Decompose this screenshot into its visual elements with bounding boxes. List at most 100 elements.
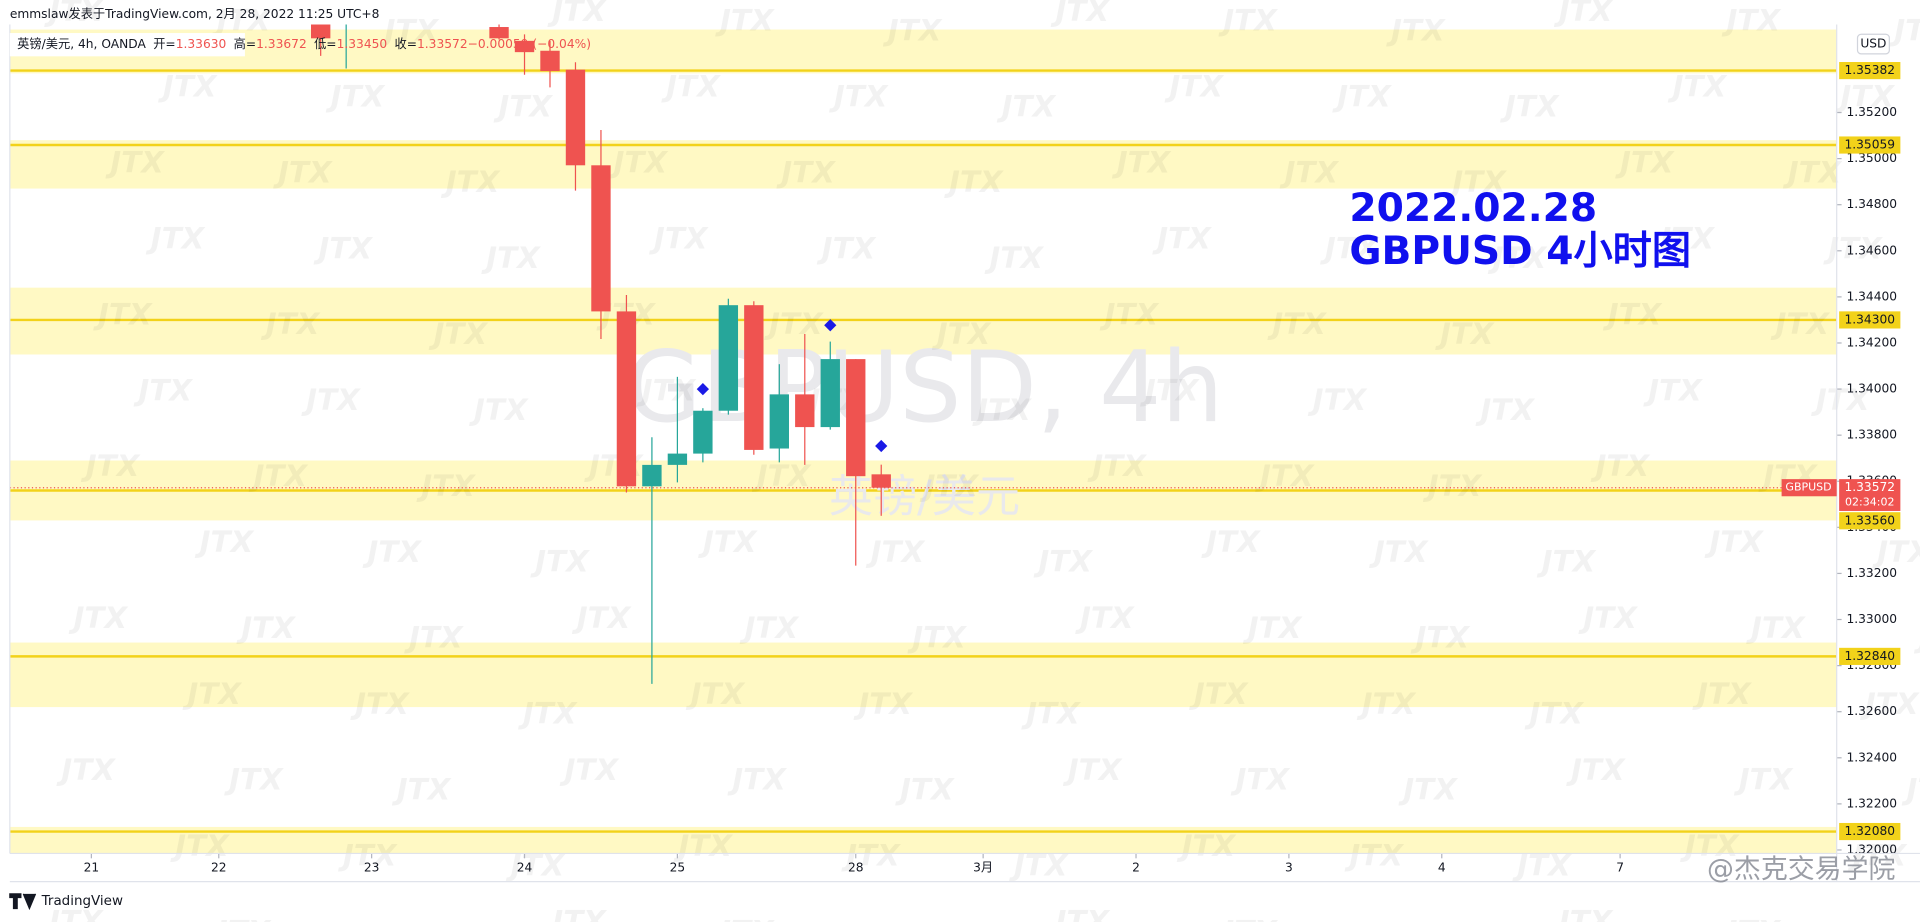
logo-watermark: JTX bbox=[1051, 905, 1111, 922]
logo-watermark: JTX bbox=[1823, 231, 1883, 265]
name-watermark: 英镑/美元 bbox=[829, 472, 1020, 523]
logo-watermark: JTX bbox=[261, 307, 321, 341]
logo-watermark: JTX bbox=[919, 469, 979, 503]
legend-bg bbox=[9, 33, 245, 57]
logo-watermark: JTX bbox=[1152, 221, 1212, 255]
candle-body bbox=[718, 305, 739, 411]
y-tick-label: 1.35000 bbox=[1846, 151, 1897, 165]
logo-watermark: JTX bbox=[907, 621, 967, 655]
logo-watermark: JTX bbox=[560, 753, 620, 787]
plot bbox=[9, 24, 1837, 684]
logo-watermark: JTX bbox=[81, 449, 141, 483]
logo-watermark: JTX bbox=[1087, 449, 1147, 483]
brand: TradingView bbox=[41, 894, 123, 909]
candle-body bbox=[311, 24, 331, 39]
candle-body bbox=[744, 305, 764, 450]
publisher: emmslaw发表于TradingView.com, 2月 28, 2022 1… bbox=[10, 6, 380, 21]
candle-body bbox=[846, 359, 866, 477]
logo-watermark: JTX bbox=[1721, 4, 1781, 38]
level-label: 1.32080 bbox=[1844, 824, 1895, 838]
logo-watermark: JTX bbox=[212, 4, 272, 38]
logo-watermark: JTX bbox=[776, 155, 836, 189]
logo-watermark: JTX bbox=[469, 393, 529, 427]
logo-watermark: JTX bbox=[273, 155, 333, 189]
logo-watermark: JTX bbox=[313, 231, 373, 265]
logo-watermark: JTX bbox=[105, 146, 165, 180]
logo-watermark: JTX bbox=[1279, 155, 1339, 189]
logo-watermark: JTX bbox=[673, 829, 733, 863]
logo-watermark: JTX bbox=[1475, 393, 1535, 427]
logo-watermark: JTX bbox=[1410, 621, 1470, 655]
logo-watermark: JTX bbox=[1230, 763, 1290, 797]
currency[interactable]: USD bbox=[1860, 37, 1886, 51]
logo-watermark: JTX bbox=[1075, 601, 1135, 635]
logo-watermark: JTX bbox=[518, 697, 578, 731]
logo-watermark: JTX bbox=[686, 677, 746, 711]
logo-watermark: JTX bbox=[895, 772, 955, 806]
logo-watermark: JTX bbox=[1344, 839, 1404, 873]
level-tag bbox=[1839, 512, 1901, 530]
y-tick-label: 1.33200 bbox=[1846, 566, 1897, 580]
symbol-tag-label: GBPUSD bbox=[1785, 481, 1831, 494]
symbol-tag bbox=[1781, 479, 1837, 497]
level-zone bbox=[9, 642, 1837, 708]
logo-watermark: JTX bbox=[224, 763, 284, 797]
level-label: 1.35382 bbox=[1844, 63, 1895, 77]
level-tag bbox=[1839, 647, 1901, 665]
logo-watermark: JTX bbox=[146, 221, 206, 255]
logo-watermark: JTX bbox=[608, 146, 668, 180]
logo-watermark: JTX bbox=[93, 297, 153, 331]
candle-body bbox=[667, 453, 688, 465]
logo-watermark: JTX bbox=[1537, 545, 1597, 579]
y-tick-label: 1.33800 bbox=[1846, 428, 1897, 442]
logo-watermark: JTX bbox=[866, 535, 926, 569]
logo-watermark: JTX bbox=[1164, 70, 1224, 104]
x-tick-label: 23 bbox=[364, 861, 380, 875]
logo-watermark: JTX bbox=[380, 13, 440, 47]
logo-watermark: JTX bbox=[44, 0, 104, 28]
y-tick-label: 1.32400 bbox=[1846, 750, 1897, 764]
candle-body bbox=[642, 464, 662, 487]
logo-watermark: JTX bbox=[1889, 13, 1920, 47]
candle-body bbox=[489, 27, 509, 39]
logo-watermark: JTX bbox=[158, 70, 218, 104]
candle-body bbox=[591, 165, 611, 312]
logo-watermark: JTX bbox=[1524, 697, 1584, 731]
logo-watermark: JTX bbox=[1051, 0, 1111, 28]
logo-watermark: JTX bbox=[1783, 155, 1843, 189]
candle-body bbox=[540, 50, 560, 72]
logo-watermark: JTX bbox=[1615, 146, 1675, 180]
currency-button[interactable] bbox=[1856, 33, 1890, 55]
logo-watermark: JTX bbox=[69, 601, 129, 635]
legend-value: 1.33450 bbox=[337, 37, 388, 51]
zones bbox=[9, 29, 1837, 854]
logo-watermark: JTX bbox=[883, 13, 943, 47]
logo-watermark: JTX bbox=[1435, 317, 1495, 351]
x-tick-label: 4 bbox=[1438, 861, 1446, 875]
legend-value: −0.00059 (−0.04%) bbox=[468, 37, 591, 51]
logo-watermark: JTX bbox=[1734, 763, 1794, 797]
logo-watermark: JTX bbox=[1140, 373, 1200, 407]
logo-watermark: JTX bbox=[739, 611, 799, 645]
logo-watermark: JTX bbox=[1901, 772, 1920, 806]
logo-watermark: JTX bbox=[56, 753, 116, 787]
logo-watermark: JTX bbox=[1668, 70, 1728, 104]
logo-watermark: JTX bbox=[1201, 525, 1261, 559]
logo-watermark: JTX bbox=[362, 535, 422, 569]
logo-watermark: JTX bbox=[1369, 535, 1429, 569]
y-tick-label: 1.33000 bbox=[1846, 612, 1897, 626]
logo-watermark: JTX bbox=[1386, 13, 1446, 47]
level-tag bbox=[1839, 136, 1901, 154]
logo-watermark: JTX bbox=[1099, 297, 1159, 331]
logo-watermark: JTX bbox=[1267, 307, 1327, 341]
logo-watermark: JTX bbox=[764, 307, 824, 341]
logo-watermark: JTX bbox=[1243, 611, 1303, 645]
countdown: 02:34:02 bbox=[1845, 495, 1894, 508]
logo-watermark: JTX bbox=[212, 915, 272, 922]
y-tick-label: 1.32200 bbox=[1846, 796, 1897, 810]
logo-watermark: JTX bbox=[637, 373, 697, 407]
logo-watermark: JTX bbox=[441, 165, 501, 199]
logo-watermark: JTX bbox=[727, 763, 787, 797]
level-tag bbox=[1839, 822, 1901, 841]
